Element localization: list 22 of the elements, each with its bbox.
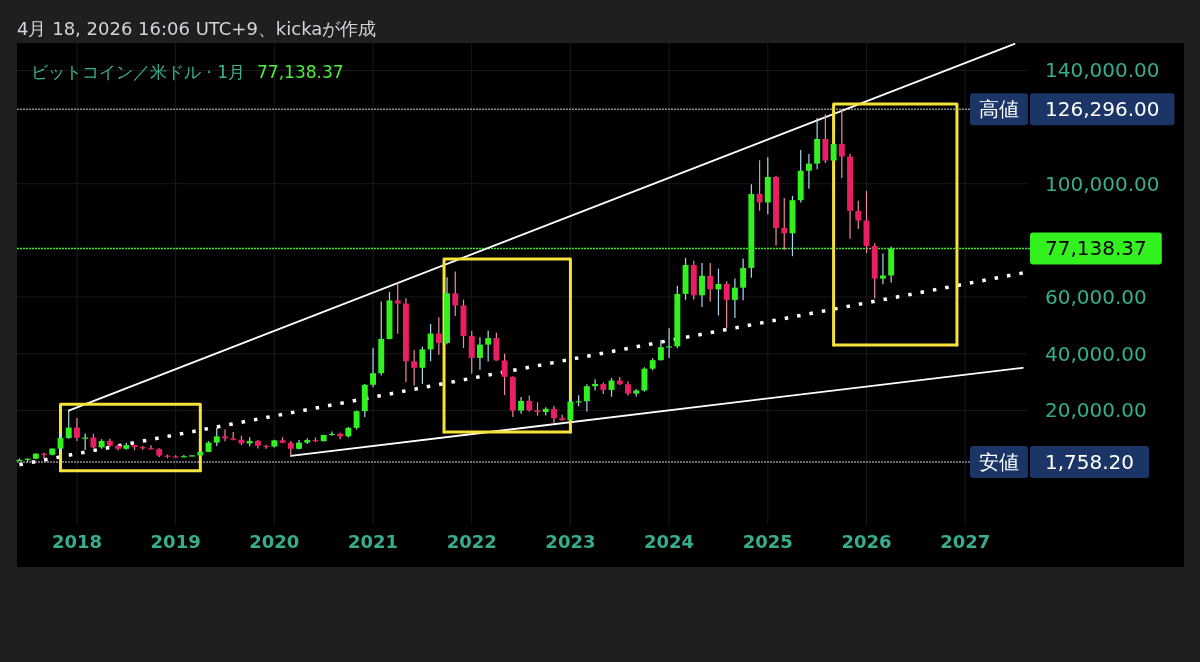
x-tick-label: 2026 [841,531,892,552]
x-tick-label: 2020 [249,531,300,552]
price-label: 77,138.37 [1030,232,1162,265]
text: 77,138.37 [257,62,344,82]
y-tick-label: 100,000.00 [1045,171,1160,196]
x-tick-label: 2027 [940,531,991,552]
y-tick-label: 140,000.00 [1045,58,1160,83]
text: ビットコイン／米ドル · 1月 [31,62,246,82]
y-tick-label: 60,000.00 [1045,285,1147,310]
x-tick-label: 2021 [347,531,399,552]
y-tick-label: 40,000.00 [1045,341,1147,366]
ref-line-label: 77,138.37 [1045,236,1147,261]
price-label: 高値 126,296.00 [970,93,1175,126]
x-tick-label: 2018 [51,531,103,552]
x-tick-label: 2022 [446,531,497,552]
x-tick-label: 2019 [150,531,201,552]
x-tick-label: 2025 [742,531,793,552]
price-label: 安値 1,758.20 [970,445,1150,478]
x-tick-label: 2024 [644,531,695,552]
text: 4月 18, 2026 16:06 UTC+9、kickaが作成 [17,18,377,39]
y-tick-label: 20,000.00 [1045,398,1147,423]
x-tick-label: 2023 [545,531,596,552]
